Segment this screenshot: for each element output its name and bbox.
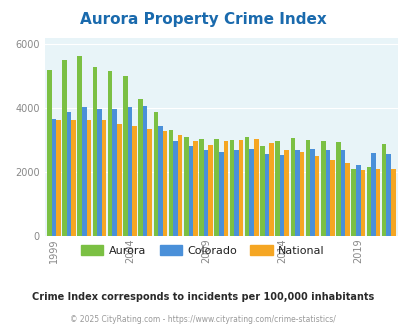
Bar	[112, 110, 117, 236]
Bar	[254, 139, 258, 236]
Bar	[314, 156, 319, 236]
Bar	[264, 154, 269, 236]
Legend: Aurora, Colorado, National: Aurora, Colorado, National	[77, 240, 328, 260]
Bar	[199, 139, 203, 236]
Bar	[143, 106, 147, 236]
Bar	[51, 119, 56, 236]
Bar	[275, 142, 279, 236]
Bar	[86, 120, 91, 236]
Bar	[381, 144, 386, 236]
Bar	[82, 107, 86, 236]
Bar	[47, 70, 51, 236]
Bar	[329, 160, 334, 236]
Bar	[223, 142, 228, 236]
Bar	[269, 143, 273, 236]
Bar	[229, 140, 234, 236]
Bar	[360, 170, 364, 236]
Bar	[351, 169, 355, 236]
Bar	[290, 138, 294, 236]
Bar	[127, 107, 132, 236]
Bar	[294, 150, 299, 236]
Bar	[71, 120, 76, 236]
Bar	[162, 131, 167, 236]
Bar	[56, 120, 60, 236]
Bar	[309, 149, 314, 236]
Bar	[355, 165, 360, 236]
Bar	[92, 67, 97, 236]
Bar	[62, 60, 66, 236]
Bar	[153, 112, 158, 236]
Bar	[183, 137, 188, 236]
Bar	[260, 146, 264, 236]
Bar	[208, 145, 212, 236]
Bar	[138, 99, 143, 236]
Bar	[108, 72, 112, 236]
Bar	[147, 129, 151, 236]
Bar	[299, 152, 303, 236]
Text: Crime Index corresponds to incidents per 100,000 inhabitants: Crime Index corresponds to incidents per…	[32, 292, 373, 302]
Bar	[158, 126, 162, 236]
Bar	[370, 152, 375, 236]
Bar	[173, 142, 177, 236]
Bar	[168, 130, 173, 236]
Text: Aurora Property Crime Index: Aurora Property Crime Index	[79, 12, 326, 26]
Bar	[366, 167, 370, 236]
Bar	[117, 124, 121, 236]
Bar	[386, 153, 390, 236]
Bar	[218, 152, 223, 236]
Bar	[132, 126, 136, 236]
Bar	[279, 155, 284, 236]
Bar	[305, 140, 309, 236]
Bar	[320, 141, 325, 236]
Bar	[193, 141, 197, 236]
Bar	[249, 149, 254, 236]
Bar	[390, 169, 394, 236]
Bar	[238, 140, 243, 236]
Bar	[340, 150, 345, 236]
Bar	[244, 137, 249, 236]
Bar	[177, 135, 182, 236]
Bar	[97, 109, 102, 236]
Bar	[188, 146, 193, 236]
Bar	[203, 150, 208, 236]
Bar	[66, 112, 71, 236]
Text: © 2025 CityRating.com - https://www.cityrating.com/crime-statistics/: © 2025 CityRating.com - https://www.city…	[70, 315, 335, 324]
Bar	[335, 142, 340, 236]
Bar	[77, 56, 82, 236]
Bar	[375, 169, 379, 236]
Bar	[234, 150, 238, 236]
Bar	[325, 150, 329, 236]
Bar	[214, 139, 218, 236]
Bar	[345, 163, 349, 236]
Bar	[123, 76, 127, 236]
Bar	[102, 120, 106, 236]
Bar	[284, 150, 288, 236]
